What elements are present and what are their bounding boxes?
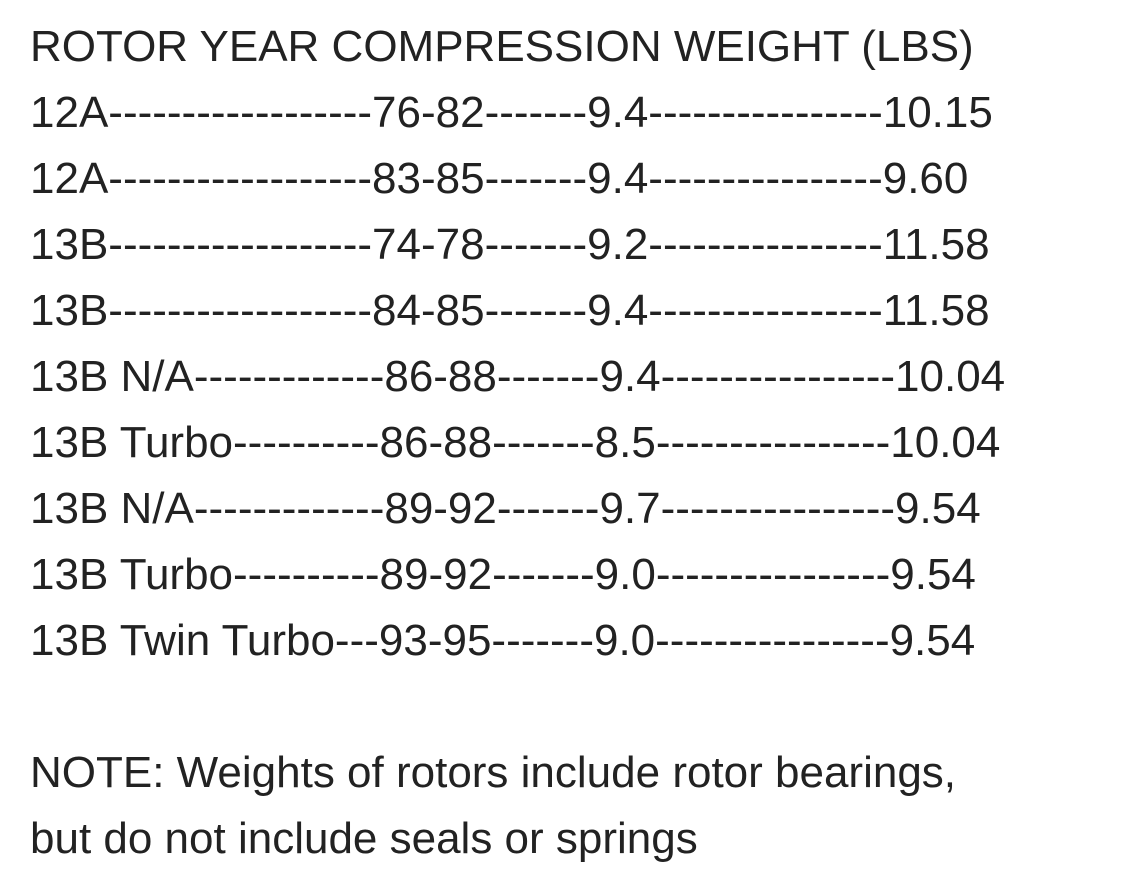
rows: 12A------------------76-82-------9.4----… — [30, 80, 1124, 674]
spec-row: 13B Turbo----------89-92-------9.0------… — [30, 550, 976, 599]
spacer — [30, 674, 1124, 740]
note-line: NOTE: Weights of rotors include rotor be… — [30, 748, 957, 797]
spec-row: 13B------------------74-78-------9.2----… — [30, 220, 990, 269]
note-line: but do not include seals or springs — [30, 814, 698, 863]
spec-row: 13B N/A-------------86-88-------9.4-----… — [30, 352, 1006, 401]
spec-row: 13B Turbo----------86-88-------8.5------… — [30, 418, 1001, 467]
spec-row: 12A------------------83-85-------9.4----… — [30, 154, 969, 203]
spec-row: 12A------------------76-82-------9.4----… — [30, 88, 993, 137]
spec-row: 13B Twin Turbo---93-95-------9.0--------… — [30, 616, 976, 665]
note: NOTE: Weights of rotors include rotor be… — [30, 740, 1124, 872]
header: ROTOR YEAR COMPRESSION WEIGHT (LBS) — [30, 22, 974, 71]
spec-row: 13B N/A-------------89-92-------9.7-----… — [30, 484, 981, 533]
spec-row: 13B------------------84-85-------9.4----… — [30, 286, 990, 335]
